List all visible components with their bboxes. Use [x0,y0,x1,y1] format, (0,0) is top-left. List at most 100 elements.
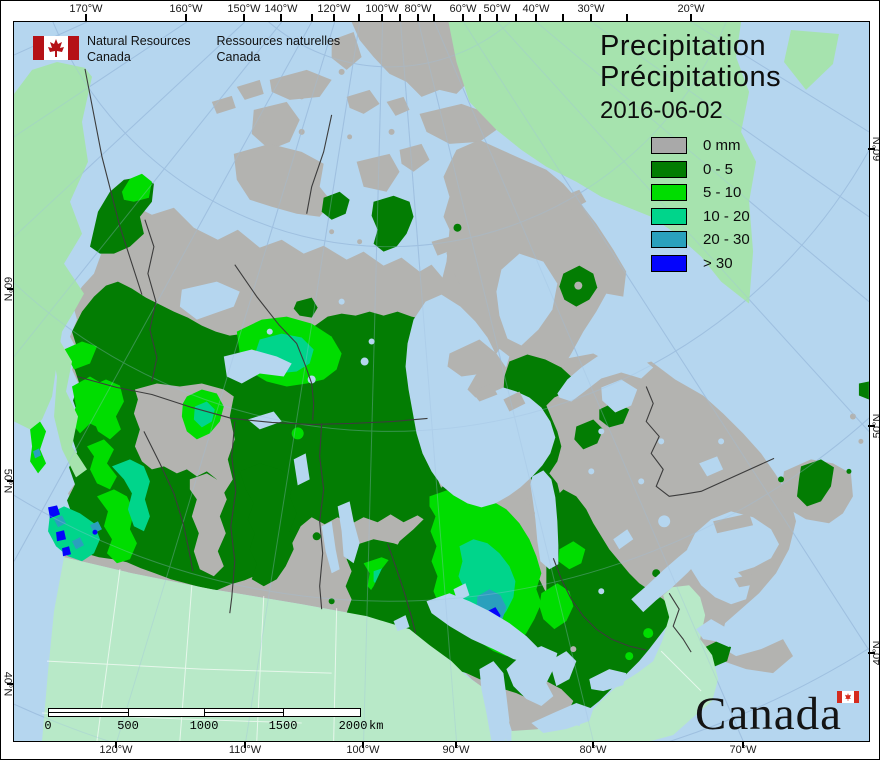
top-tickmark [535,14,537,21]
bottom-tickmark [362,741,364,748]
usa [42,557,507,741]
legend-row: 0 - 5 [651,160,750,178]
left-tickmark [7,683,14,685]
top-tickmark [562,14,564,21]
lake-athabasca [247,411,282,430]
right-tickmark [868,425,875,427]
top-tickmark [417,14,419,21]
lake-superior [426,593,542,665]
title-date: 2016-06-02 [600,97,723,124]
reindeer-lake [293,453,310,486]
borders [76,68,775,653]
top-graticule-label: 80°W [404,3,432,15]
ungava-bay [601,379,638,413]
bottom-graticule-label: 70°W [729,744,757,756]
left-tickmark [7,480,14,482]
scale-label-1000: 1000 [189,719,219,733]
top-tickmark [590,14,592,21]
top-graticule-label: 20°W [677,3,705,15]
bottom-graticule-label: 110°W [228,744,262,756]
top-tickmark [626,14,628,21]
great-slave-lake [223,349,292,384]
top-tickmark [479,14,481,21]
top-tickmark [280,14,282,21]
map-canvas [14,22,869,741]
alaska-panhandle [52,339,87,478]
top-tickmark [85,14,87,21]
water-bodies [179,253,780,741]
legend-row: 5 - 10 [651,184,750,201]
title-en: Precipitation [600,30,767,62]
canada-flag-icon [33,36,79,60]
top-tickmark [515,14,517,21]
legend-swatch-20-30 [651,231,687,248]
legend-label: 5 - 10 [703,184,742,201]
top-graticule-label: 60°W [449,3,477,15]
lake-winnipeg [337,501,360,564]
top-graticule-label: 120°W [317,3,351,15]
legend-row: 10 - 20 [651,207,750,225]
legend-swatch-10-20 [651,207,687,225]
legend-label: 20 - 30 [703,231,750,248]
top-tickmark [311,14,313,21]
bottom-tickmark [115,741,117,748]
legend: 0 mm 0 - 5 5 - 10 10 - 20 20 - 30 > 30 [651,137,750,278]
bottom-tickmark [244,741,246,748]
top-tickmark [462,14,464,21]
map-area[interactable] [13,21,870,742]
bay-islands [447,339,762,588]
left-tickmark [7,288,14,290]
title-fr: Précipitations [600,61,782,93]
legend-row: > 30 [651,254,750,272]
usa-northeast [574,585,719,741]
top-tickmark [185,14,187,21]
wordmark-flag-icon [837,691,859,703]
scale-bar [48,708,361,717]
lake-ontario [589,669,627,692]
alaska [14,61,92,430]
top-graticule-label: 150°W [227,3,261,15]
legend-row: 0 mm [651,137,750,154]
nrcan-logo: Natural Resources Canada Ressources natu… [33,33,366,65]
james-bay [530,470,559,570]
legend-swatch-0mm [651,137,687,154]
legend-row: 20 - 30 [651,231,750,248]
top-tickmark [496,14,498,21]
bottom-graticule-label: 100°W [346,744,380,756]
top-graticule-label: 160°W [169,3,203,15]
bottom-graticule-label: 120°W [99,744,133,756]
top-tickmark [243,14,245,21]
legend-label: 10 - 20 [703,207,750,225]
top-graticule-label: 30°W [577,3,605,15]
top-graticule-label: 100°W [365,3,399,15]
legend-label: 0 mm [703,137,741,154]
lake-erie [531,703,594,734]
legend-swatch-0-5 [651,160,687,178]
iceland [784,29,839,90]
bottom-graticule-label: 90°W [442,744,470,756]
bottom-tickmark [455,741,457,748]
gulf-st-lawrence [687,511,780,605]
great-bear-lake [179,281,240,320]
dept-name-fr: Ressources naturelles Canada [216,34,341,64]
legend-swatch-gt30 [651,254,687,272]
bottom-tickmark [592,741,594,748]
legend-label: 0 - 5 [703,160,734,178]
foxe-basin [496,253,558,346]
bottom-tickmark [742,741,744,748]
right-tickmark [868,148,875,150]
legend-swatch-5-10 [651,184,687,201]
top-graticule-label: 40°W [522,3,550,15]
bay-of-fundy [696,619,738,648]
legend-label: > 30 [703,254,733,272]
precip-layer [30,173,869,722]
top-tickmark [399,14,401,21]
scale-label-0: 0 [44,719,52,733]
scale-label-500: 500 [117,719,139,733]
lake-michigan [479,661,510,741]
right-tickmark [868,652,875,654]
scale-unit: km [369,719,384,733]
top-graticule-label: 170°W [69,3,103,15]
top-tickmark [381,14,383,21]
